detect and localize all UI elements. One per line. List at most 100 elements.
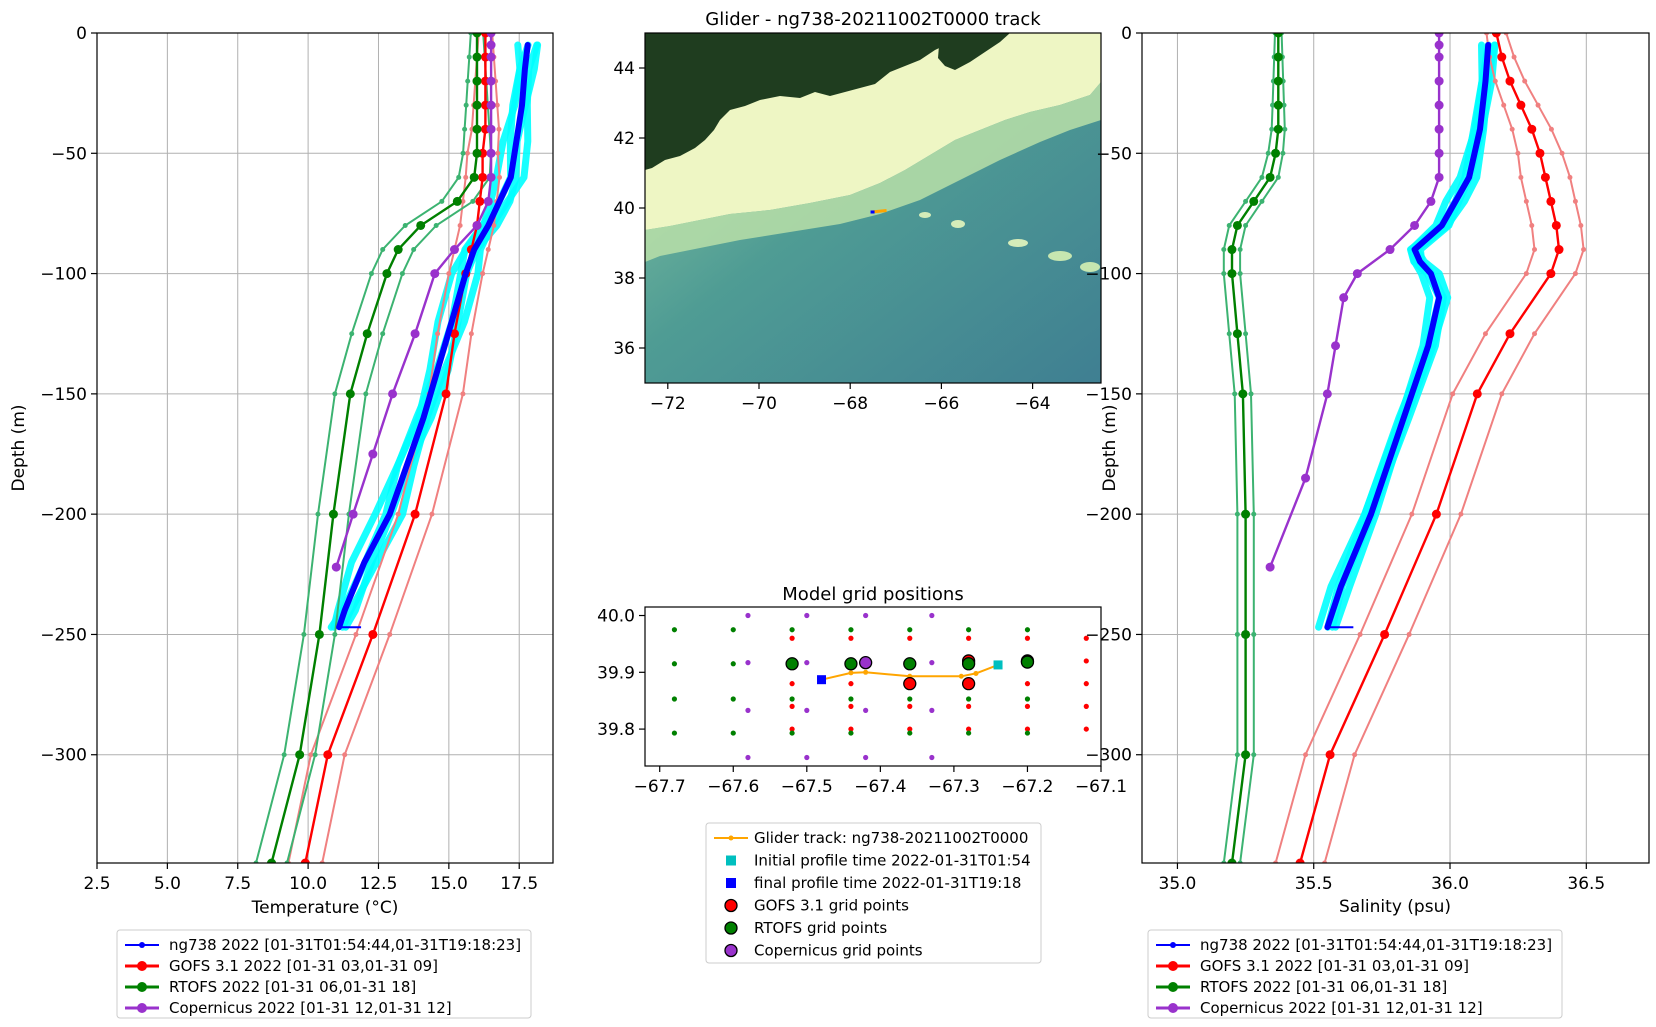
- series-point: [472, 52, 482, 62]
- series-point: [1491, 33, 1501, 38]
- grid-positions-data: [671, 612, 1089, 761]
- map-title: Glider - ng738-20211002T0000 track: [705, 9, 1041, 30]
- legend-swatch-marker: [724, 943, 738, 958]
- model-spread-point: [1226, 222, 1232, 228]
- model-spread-point: [465, 78, 471, 84]
- copernicus-grid-point: [745, 660, 751, 666]
- series-point: [486, 172, 496, 182]
- glider-profile-cloud: [1324, 41, 1492, 631]
- temperature-xlabel: Temperature (°C): [251, 898, 399, 918]
- model-spread-point: [496, 126, 502, 132]
- series-point: [1339, 293, 1349, 303]
- x-tick-label: 36.5: [1567, 874, 1605, 894]
- rtofs-nearest-point: [1020, 655, 1035, 669]
- model-spread-point: [466, 54, 472, 60]
- model-spread-point: [1409, 511, 1415, 517]
- series-point: [368, 629, 378, 639]
- legend-swatch-marker: [726, 855, 736, 866]
- model-spread-point: [1499, 391, 1505, 397]
- series-point: [1322, 389, 1332, 399]
- temperature-axes-frame: [96, 32, 554, 864]
- gofs-grid-point: [789, 703, 795, 709]
- legend-entry: GOFS 3.1 2022 [01-31 03,01-31 09]: [1200, 957, 1469, 975]
- land-north-america: [645, 33, 958, 170]
- model-spread-line: [1222, 33, 1276, 863]
- model-spread-point: [1511, 54, 1517, 60]
- series-point: [472, 33, 482, 38]
- series-line-t-1: [304, 33, 487, 863]
- series-point: [331, 562, 341, 572]
- y-tick-label: −200: [40, 505, 87, 525]
- rtofs-nearest-point: [844, 657, 858, 671]
- legend-swatch-marker: [137, 1003, 147, 1013]
- model-spread-point: [349, 331, 355, 337]
- gofs-grid-point: [907, 726, 913, 732]
- model-spread-point: [315, 511, 321, 517]
- series-point: [1434, 40, 1444, 50]
- model-spread-point: [1221, 271, 1227, 277]
- model-spread-point: [253, 860, 259, 863]
- model-spread-point: [463, 102, 469, 108]
- rtofs-nearest-point: [961, 657, 976, 671]
- rtofs-grid-point: [730, 661, 736, 667]
- glider-mean-profile: [1324, 42, 1492, 631]
- copernicus-grid-point: [804, 754, 810, 761]
- model-spread-point: [1237, 247, 1243, 253]
- y-tick-label: 0: [76, 24, 87, 44]
- gofs-grid-point: [1024, 635, 1031, 641]
- salinity-legend: ng738 2022 [01-31T01:54:44,01-31T19:18:2…: [1147, 929, 1563, 1019]
- model-spread-point: [1226, 331, 1232, 337]
- series-point: [1535, 148, 1545, 158]
- series-point: [345, 389, 355, 399]
- x-tick-label: −72: [650, 394, 686, 414]
- gofs-grid-point: [1024, 703, 1031, 709]
- gofs-grid-point: [848, 703, 854, 709]
- rtofs-grid-point: [789, 696, 795, 702]
- series-point: [368, 449, 378, 459]
- model-spread-point: [1529, 222, 1535, 228]
- copernicus-grid-point: [929, 612, 935, 619]
- gofs-nearest-point: [903, 677, 917, 691]
- initial-profile-marker: [993, 660, 1003, 670]
- model-spread-point: [1515, 150, 1521, 156]
- y-tick-label: −300: [1085, 746, 1132, 766]
- x-tick-label: 36.0: [1431, 874, 1469, 894]
- model-spread-point: [1234, 631, 1240, 637]
- model-spread-point: [1532, 331, 1538, 337]
- rtofs-grid-point: [966, 696, 972, 702]
- series-point: [472, 220, 482, 230]
- series-point: [1227, 858, 1237, 863]
- y-tick-label: 40.0: [597, 607, 635, 627]
- series-point: [1265, 562, 1275, 572]
- x-tick-label: 2.5: [83, 874, 110, 894]
- gofs-grid-point: [907, 703, 913, 709]
- model-spread-point: [1251, 752, 1257, 758]
- model-spread-point: [433, 222, 439, 228]
- series-point: [1380, 629, 1390, 639]
- series-point: [472, 100, 482, 110]
- x-tick-label: −64: [1015, 394, 1051, 414]
- model-spread-line: [1239, 33, 1286, 863]
- series-point: [393, 245, 403, 255]
- series-point: [449, 329, 459, 339]
- x-tick-label: −66: [923, 394, 959, 414]
- model-spread-point: [1234, 511, 1240, 517]
- glider-mean-profile: [336, 42, 531, 631]
- series-point: [1301, 473, 1311, 483]
- glider-profile-cloud: [339, 41, 541, 631]
- series-point: [1273, 76, 1283, 86]
- grid-panel: Model grid positions −67.7 −67.6 −67.5 −67.…: [597, 584, 1127, 964]
- salinity-ticks: 35.0 35.5 36.0 36.5 0 −50 −100 −150 −200 −250 −300: [1085, 24, 1605, 894]
- series-point: [1434, 172, 1444, 182]
- legend-swatch-marker: [1168, 961, 1178, 971]
- series-point: [1472, 389, 1482, 399]
- model-spread-point: [402, 222, 408, 228]
- model-spread-point: [342, 752, 348, 758]
- series-point: [486, 100, 496, 110]
- model-spread-point: [1275, 174, 1281, 180]
- series-point: [1331, 341, 1341, 351]
- map-panel: Glider - ng738-20211002T0000 track −72 −7…: [613, 9, 1102, 414]
- model-spread-point: [456, 174, 462, 180]
- model-spread-point: [312, 752, 318, 758]
- series-point: [1265, 172, 1275, 182]
